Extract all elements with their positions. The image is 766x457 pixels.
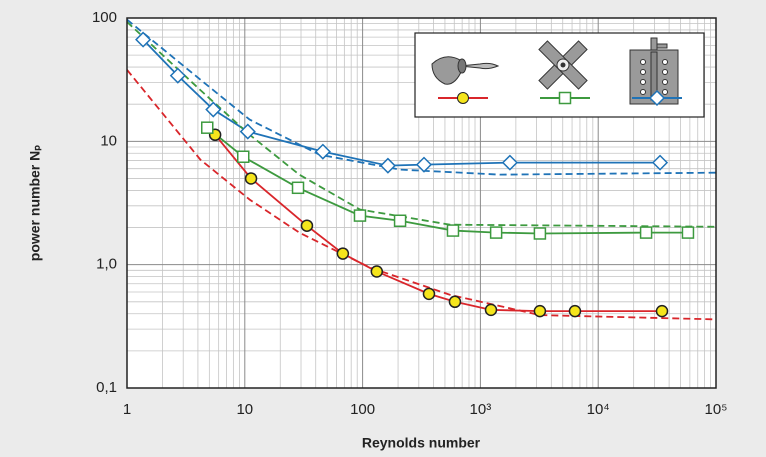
legend-marker: [648, 89, 666, 107]
pitched-blade-icon: [538, 40, 588, 90]
propeller-icon: [431, 56, 500, 85]
y-axis-title: power number Nₚ: [27, 145, 43, 261]
x-tick-label: 10⁵: [705, 401, 728, 418]
marker: [422, 287, 436, 301]
marker: [236, 150, 250, 163]
marker: [446, 224, 460, 237]
grid: [126, 17, 717, 389]
x-tick-label: 1: [123, 401, 131, 418]
y-tick-label: 0,1: [96, 379, 117, 396]
marker: [415, 156, 433, 173]
plot-frame: [126, 17, 717, 389]
marker: [681, 226, 695, 239]
x-tick-label: 10⁴: [587, 401, 610, 418]
legend-marker: [558, 91, 572, 105]
y-tick-label: 1,0: [96, 256, 117, 273]
y-tick-label: 100: [92, 9, 117, 26]
x-tick-label: 100: [350, 401, 375, 418]
series-line: [206, 126, 688, 235]
x-tick-label: 10: [236, 401, 253, 418]
marker: [314, 143, 331, 160]
x-tick-label: 10³: [470, 401, 492, 418]
marker: [353, 209, 367, 222]
marker: [533, 304, 547, 318]
marker: [300, 219, 314, 232]
marker: [169, 67, 186, 84]
marker: [370, 265, 384, 278]
marker: [393, 214, 407, 228]
y-tick-label: 10: [100, 132, 117, 149]
marker: [489, 226, 503, 239]
marker: [651, 154, 669, 171]
marker: [336, 247, 350, 260]
marker: [201, 121, 214, 134]
marker: [205, 101, 222, 118]
marker: [291, 181, 305, 195]
legend-marker: [457, 92, 469, 104]
marker: [379, 157, 396, 174]
legend: [414, 32, 705, 118]
marker: [448, 295, 462, 309]
marker: [639, 226, 653, 239]
marker: [655, 304, 669, 318]
marker: [501, 154, 518, 171]
marker: [135, 31, 152, 48]
marker: [239, 123, 256, 140]
x-axis-title: Reynolds number: [362, 435, 481, 451]
marker: [568, 304, 582, 318]
lines: [126, 18, 717, 321]
marker: [244, 172, 258, 185]
marker: [533, 227, 547, 240]
dashed-line: [126, 69, 717, 321]
marker: [484, 303, 498, 317]
